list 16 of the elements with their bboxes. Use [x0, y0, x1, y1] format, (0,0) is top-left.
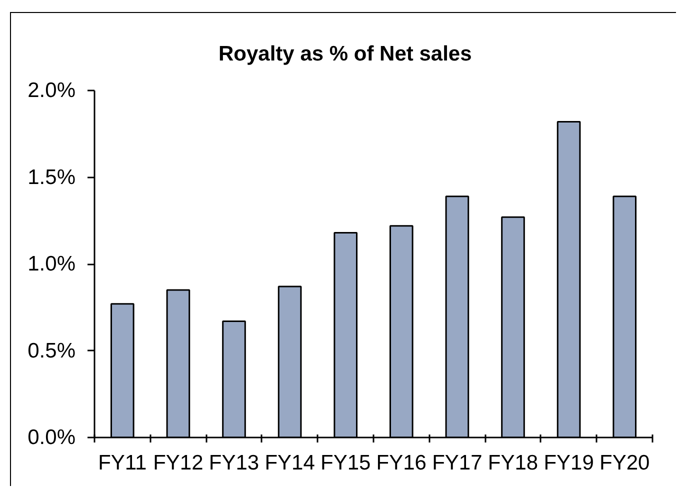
x-tick-label: FY20 [600, 452, 650, 474]
y-tick-label: 2.0% [28, 79, 76, 102]
y-tick-label: 1.5% [28, 166, 76, 189]
y-tick-label: 0.5% [28, 339, 76, 362]
x-tick-label: FY19 [544, 452, 594, 474]
x-tick-label: FY11 [98, 452, 147, 474]
x-tick-label: FY18 [488, 452, 538, 474]
x-tick-label: FY13 [208, 452, 260, 474]
y-tick-label: 1.0% [28, 252, 76, 276]
x-tick-label: FY17 [432, 452, 482, 474]
y-tick-label: 0.0% [28, 426, 76, 449]
x-tick-label: FY15 [320, 452, 371, 474]
x-tick-label: FY14 [264, 452, 316, 474]
x-tick-label: FY16 [376, 452, 427, 474]
chart-title: Royalty as % of Net sales [218, 42, 472, 66]
x-tick-label: FY12 [153, 452, 204, 474]
